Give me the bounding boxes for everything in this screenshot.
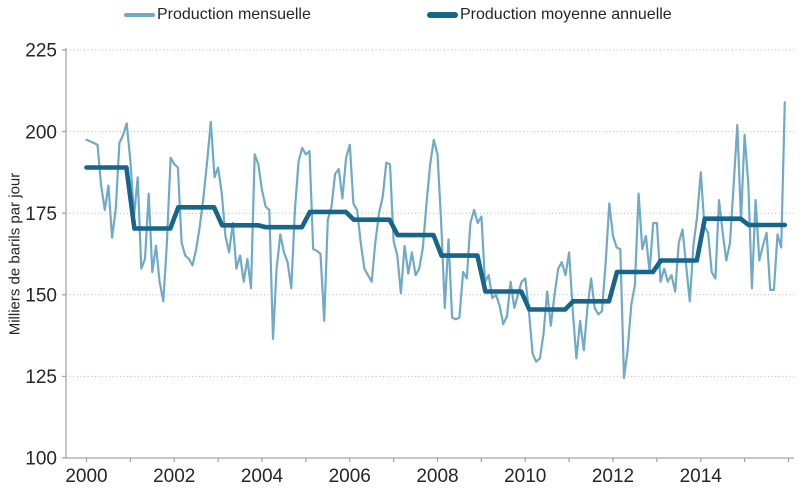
x-tick-label-2012: 2012 bbox=[592, 466, 634, 487]
x-tick-label-2004: 2004 bbox=[241, 466, 284, 487]
annual-average-line bbox=[84, 165, 788, 312]
monthly-line-swatch-icon bbox=[124, 13, 155, 17]
x-tick-label-2002: 2002 bbox=[153, 466, 195, 487]
x-tick-label-2008: 2008 bbox=[416, 466, 458, 487]
monthly-series-line bbox=[85, 101, 786, 380]
y-tick-label-125: 125 bbox=[25, 367, 57, 388]
y-tick-label-200: 200 bbox=[25, 122, 57, 143]
x-tick-label-2006: 2006 bbox=[329, 466, 371, 487]
x-tick-label-2014: 2014 bbox=[680, 466, 723, 487]
y-tick-label-225: 225 bbox=[25, 41, 57, 62]
y-tick-label-100: 100 bbox=[25, 449, 57, 470]
legend-label-annual: Production moyenne annuelle bbox=[460, 6, 672, 23]
legend-item-annual: Production moyenne annuelle bbox=[427, 5, 672, 25]
x-tick-label-2010: 2010 bbox=[504, 466, 546, 487]
legend-label-monthly: Production mensuelle bbox=[157, 6, 311, 23]
legend-item-monthly: Production mensuelle bbox=[124, 5, 311, 25]
x-tick-label-2000: 2000 bbox=[65, 466, 107, 487]
annual-line-swatch-icon bbox=[427, 12, 458, 18]
y-tick-label-150: 150 bbox=[25, 285, 57, 306]
y-tick-label-175: 175 bbox=[25, 204, 57, 225]
chart-legend: Production mensuelle Production moyenne … bbox=[0, 5, 800, 25]
